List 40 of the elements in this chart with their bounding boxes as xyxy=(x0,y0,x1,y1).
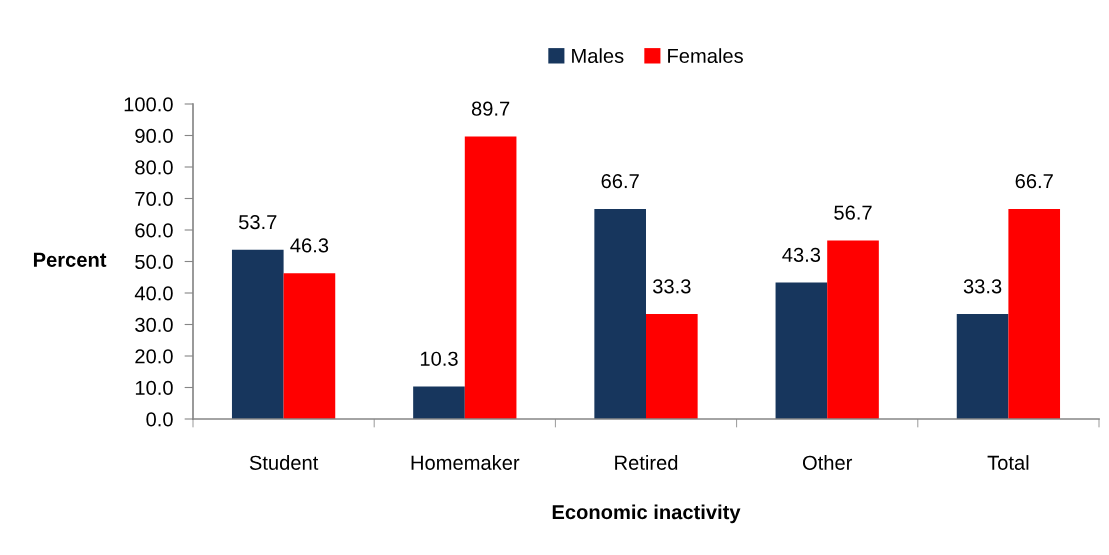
data-label: 56.7 xyxy=(834,205,872,220)
y-axis-title: Percent xyxy=(33,252,107,267)
data-label: 33.3 xyxy=(652,279,691,294)
y-tick-label: 50.0 xyxy=(135,254,173,269)
data-label: 89.7 xyxy=(471,101,510,116)
y-tick-label: 20.0 xyxy=(135,349,173,364)
y-tick-label: 100.0 xyxy=(124,97,173,112)
x-tick-label: Homemaker xyxy=(411,455,520,470)
bar xyxy=(464,136,517,419)
x-tick-label: Other xyxy=(802,455,853,470)
y-tick-label: 0.0 xyxy=(146,412,173,427)
data-label: 33.3 xyxy=(963,279,1002,294)
x-tick-label: Total xyxy=(987,455,1029,470)
y-tick-label: 90.0 xyxy=(135,128,173,143)
data-label: 53.7 xyxy=(238,214,277,230)
data-label: 10.3 xyxy=(420,351,458,366)
x-axis-title: Economic inactivity xyxy=(552,504,741,524)
bar xyxy=(413,386,465,419)
data-label: 66.7 xyxy=(1015,173,1053,189)
x-tick-label: Retired xyxy=(615,455,678,470)
y-tick-label: 30.0 xyxy=(135,317,173,332)
data-label: 46.3 xyxy=(290,238,329,253)
y-tick-label: 70.0 xyxy=(135,191,173,206)
legend-label: Females xyxy=(668,48,743,63)
legend-label: Males xyxy=(572,48,624,63)
bar xyxy=(1008,208,1061,419)
data-label: 43.3 xyxy=(782,247,821,262)
y-tick-label: 80.0 xyxy=(135,160,173,175)
bar xyxy=(594,208,646,419)
y-tick-label: 10.0 xyxy=(135,380,173,395)
bar xyxy=(775,282,828,419)
bar xyxy=(231,249,284,419)
bar xyxy=(956,314,1009,419)
data-label: 66.7 xyxy=(601,173,639,189)
bar xyxy=(283,273,336,419)
y-tick-label: 40.0 xyxy=(134,286,173,301)
bar xyxy=(646,314,698,419)
bar xyxy=(827,240,879,419)
y-tick-label: 60.0 xyxy=(135,223,173,238)
x-tick-label: Student xyxy=(249,455,319,470)
